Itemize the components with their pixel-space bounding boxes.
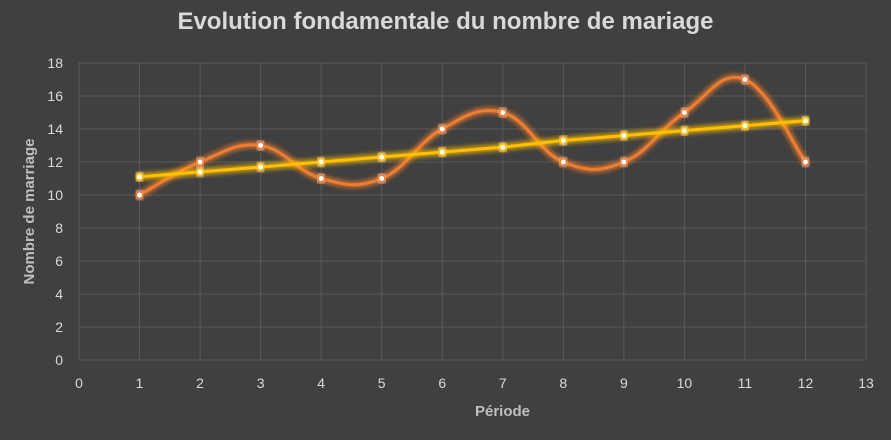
x-tick-label: 12 (798, 375, 814, 391)
series-1-point (498, 108, 507, 117)
y-tick-label: 16 (47, 88, 63, 104)
series-1-line (138, 76, 807, 197)
y-tick-label: 8 (55, 220, 63, 236)
series-1-point (135, 191, 144, 199)
series-2-line (138, 119, 807, 179)
x-tick-label: 8 (559, 375, 567, 391)
series-1-point (619, 158, 628, 166)
series-1-point (801, 158, 810, 166)
series-2-point (196, 167, 205, 176)
series-1-point (740, 75, 749, 84)
x-tick-label: 2 (196, 375, 204, 391)
series-1-point (196, 158, 205, 166)
series-2-point (135, 172, 144, 181)
series-2-point (498, 143, 507, 152)
y-tick-label: 6 (55, 253, 63, 269)
series-2-point (256, 163, 265, 171)
y-tick-label: 12 (47, 154, 63, 170)
series-1-point (256, 141, 265, 150)
x-tick-label: 4 (317, 375, 325, 391)
y-tick-label: 10 (47, 187, 63, 203)
series-2-point (801, 116, 810, 125)
series-2-point (740, 121, 749, 130)
series-1-point (377, 174, 386, 183)
chart-title: Evolution fondamentale du nombre de mari… (177, 8, 714, 35)
series-2-point (559, 136, 568, 145)
series-2-point (680, 126, 689, 135)
series-2-point (377, 153, 386, 162)
x-tick-label: 9 (620, 375, 628, 391)
y-tick-label: 2 (55, 319, 63, 335)
x-tick-label: 13 (858, 375, 874, 391)
series-1-point (317, 174, 326, 183)
x-tick-label: 6 (438, 375, 446, 391)
x-tick-label: 5 (378, 375, 386, 391)
x-tick-label: 10 (677, 375, 693, 391)
y-axis-title: Nombre de marriage (21, 139, 38, 285)
y-tick-label: 18 (47, 55, 63, 71)
series-1-point (438, 125, 447, 133)
y-tick-label: 0 (55, 352, 63, 368)
y-tick-label: 14 (47, 121, 63, 137)
x-tick-label: 3 (257, 375, 265, 391)
series-2-point (317, 158, 326, 166)
x-tick-label: 11 (738, 375, 753, 391)
x-axis-title: Période (475, 403, 530, 420)
x-tick-label: 0 (75, 375, 83, 391)
x-tick-label: 7 (499, 375, 507, 391)
series-2-point (438, 148, 447, 157)
y-tick-label: 4 (55, 286, 63, 302)
series-2-point (619, 131, 628, 140)
series-1-point (559, 158, 568, 166)
series-1-point (680, 108, 689, 117)
x-tick-label: 1 (136, 375, 144, 391)
